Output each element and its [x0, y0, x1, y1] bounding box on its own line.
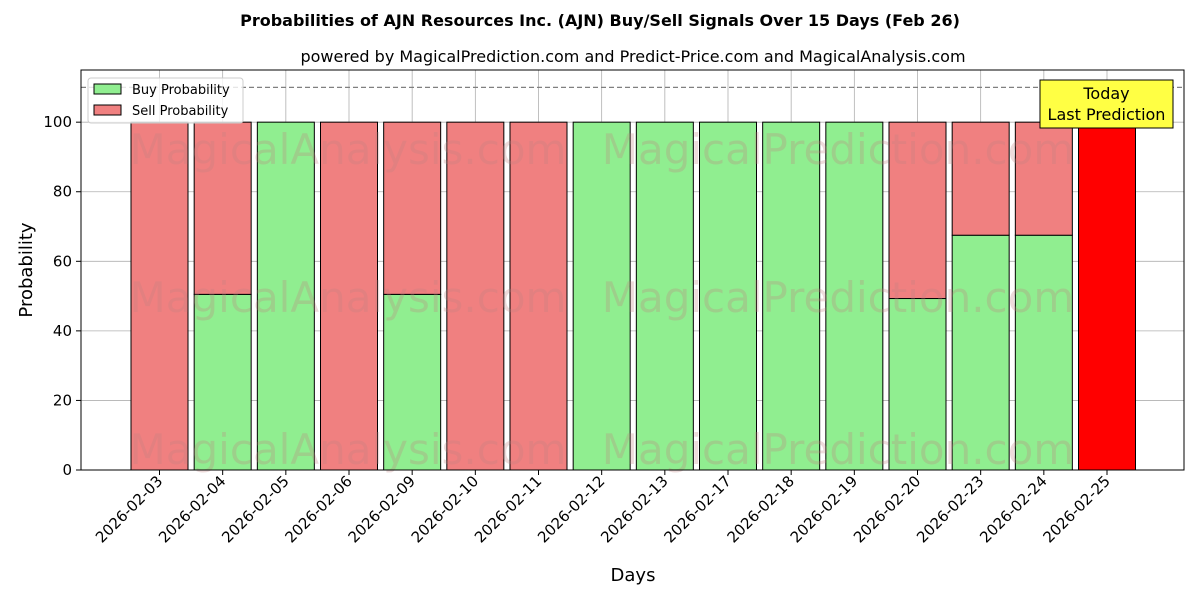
y-axis: 0 20 40 60 80 100	[43, 113, 81, 479]
bar-buy	[888, 298, 947, 471]
bar-buy	[1014, 234, 1073, 471]
bar-sell	[888, 121, 947, 300]
bar-sell	[193, 121, 252, 295]
plot-frame	[80, 69, 1185, 471]
y-tick-label: 60	[53, 252, 72, 270]
x-tick-label: 2026-02-23	[913, 472, 987, 546]
watermark-text: MagicalPrediction.com	[602, 425, 1075, 474]
bar-sell	[1014, 121, 1073, 236]
legend: Buy Probability Sell Probability	[87, 77, 244, 124]
legend-box	[87, 77, 244, 124]
x-tick-label: 2026-02-03	[92, 472, 166, 546]
x-tick-label: 2026-02-20	[850, 472, 924, 546]
x-tick-label: 2026-02-11	[471, 472, 545, 546]
y-tick-label: 20	[53, 391, 72, 409]
x-tick-label: 2026-02-24	[976, 472, 1050, 546]
x-tick-label: 2026-02-13	[597, 472, 671, 546]
watermark-text: MagicalAnalysis.com	[130, 273, 567, 322]
bar-sell-today	[1078, 121, 1136, 471]
chart-subtitle: powered by MagicalPrediction.com and Pre…	[300, 47, 965, 66]
bar-buy	[635, 121, 694, 471]
x-tick-label: 2026-02-09	[345, 472, 419, 546]
watermark-text: MagicalAnalysis.com	[130, 125, 567, 174]
y-tick-label: 40	[53, 322, 72, 340]
watermark-text: MagicalAnalysis.com	[130, 425, 567, 474]
x-axis-label: Days	[611, 565, 656, 586]
bar-sell	[383, 121, 442, 295]
annotation-box	[1039, 79, 1174, 129]
bar-sell	[446, 121, 505, 471]
legend-label: Sell Probability	[132, 104, 229, 119]
today-annotation: Today Last Prediction	[1039, 79, 1174, 129]
x-tick-label: 2026-02-10	[408, 472, 482, 546]
bar-buy	[572, 121, 631, 471]
chart-title: Probabilities of AJN Resources Inc. (AJN…	[240, 11, 960, 30]
bars-group	[130, 121, 1136, 471]
watermarks-group: MagicalAnalysis.com MagicalPrediction.com…	[130, 125, 1075, 474]
x-tick-label: 2026-02-19	[787, 472, 861, 546]
x-axis: 2026-02-032026-02-042026-02-052026-02-06…	[92, 470, 1114, 546]
y-tick-label: 100	[43, 113, 72, 131]
x-tick-label: 2026-02-25	[1039, 472, 1113, 546]
bar-buy	[256, 121, 315, 471]
y-axis-label: Probability	[16, 222, 37, 317]
bar-sell	[951, 121, 1010, 236]
watermark-text: MagicalPrediction.com	[602, 125, 1075, 174]
annotation-text: Last Prediction	[1048, 105, 1166, 124]
bar-buy	[825, 121, 884, 471]
legend-label: Buy Probability	[132, 83, 230, 98]
annotation-text: Today	[1082, 84, 1129, 103]
bar-sell	[509, 121, 568, 471]
x-tick-label: 2026-02-04	[155, 472, 229, 546]
legend-swatch	[93, 104, 122, 116]
bar-sell	[320, 121, 378, 471]
bar-buy	[699, 121, 757, 471]
y-tick-label: 0	[62, 461, 72, 479]
x-tick-label: 2026-02-12	[534, 472, 608, 546]
x-tick-label: 2026-02-17	[660, 472, 734, 546]
x-tick-label: 2026-02-06	[281, 472, 355, 546]
legend-swatch	[93, 83, 122, 95]
watermark-text: MagicalPrediction.com	[602, 273, 1075, 322]
bar-buy	[762, 121, 821, 471]
bar-buy	[383, 293, 442, 471]
bar-buy	[951, 234, 1010, 471]
x-tick-label: 2026-02-18	[724, 472, 798, 546]
y-tick-label: 80	[53, 183, 72, 201]
x-tick-label: 2026-02-05	[218, 472, 292, 546]
